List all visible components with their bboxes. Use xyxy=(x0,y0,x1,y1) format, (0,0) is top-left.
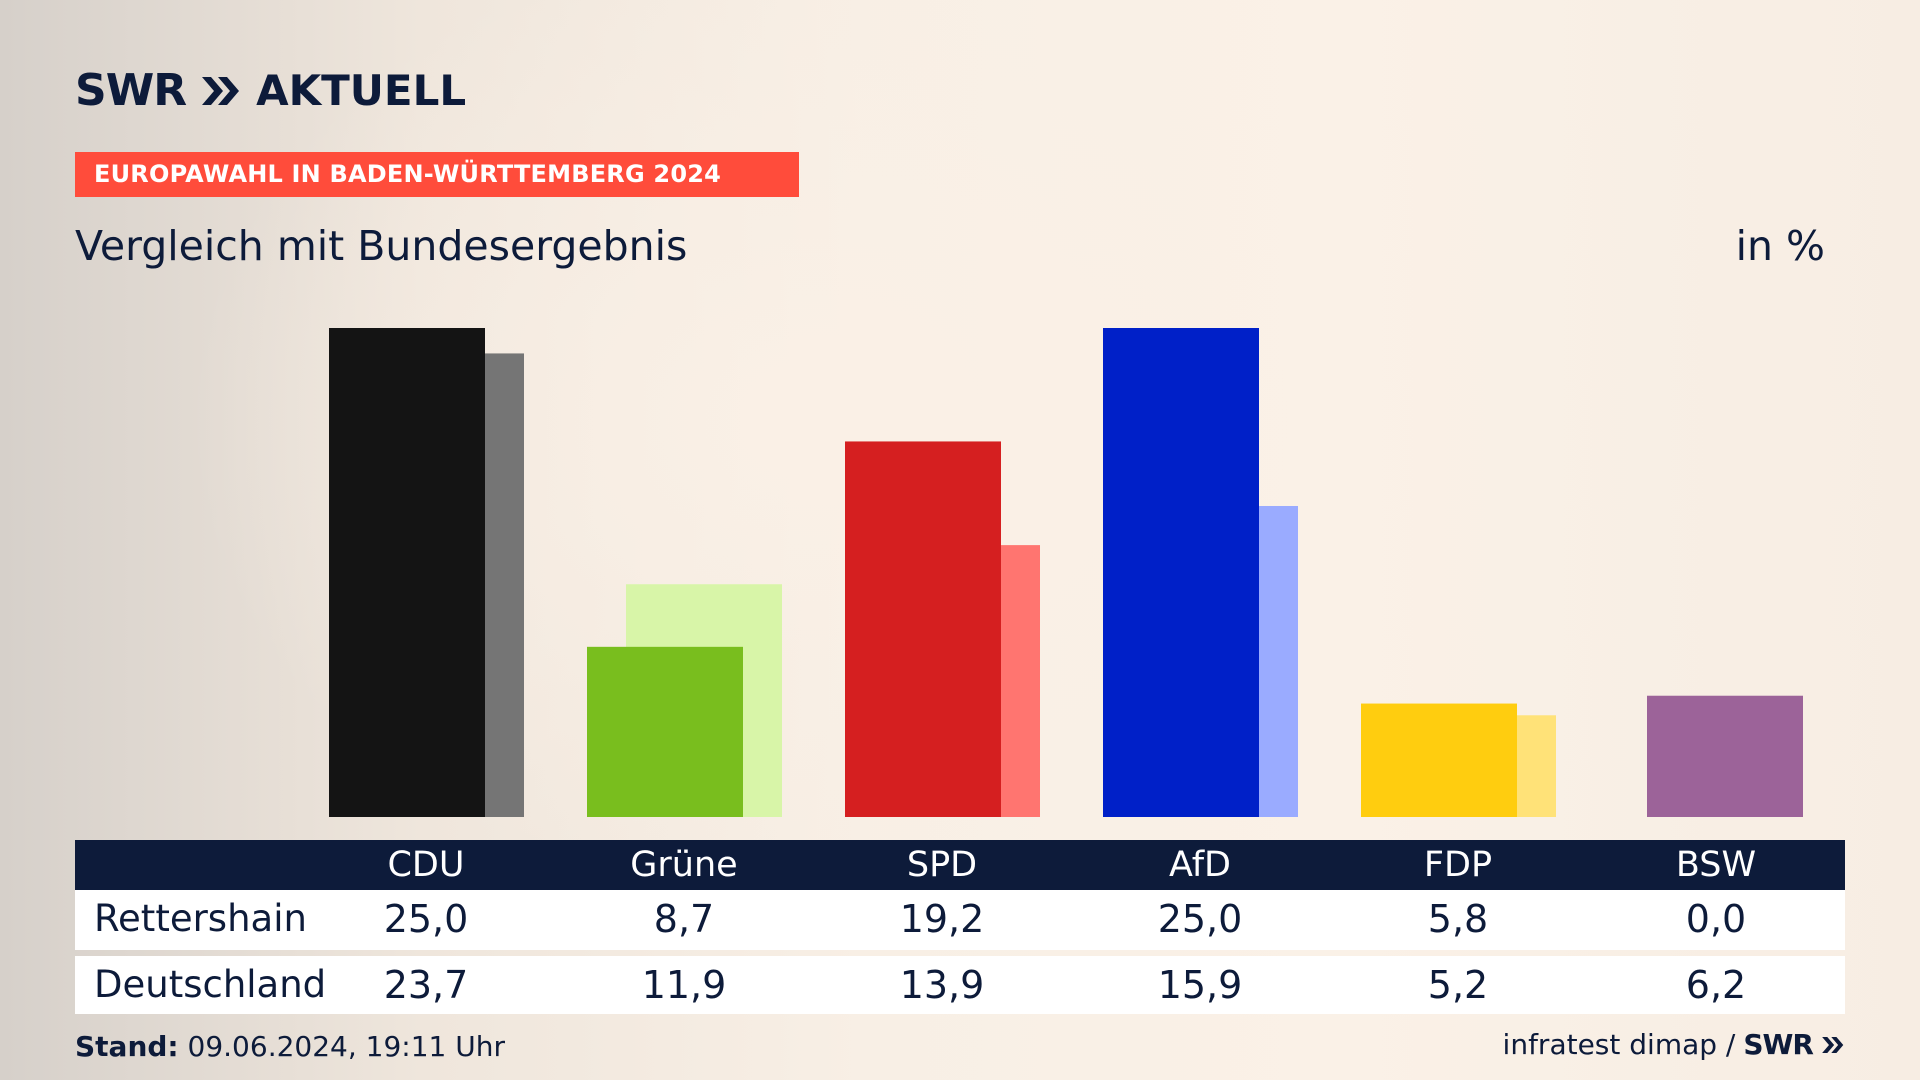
row-label-rettershain: Rettershain xyxy=(94,897,307,940)
timestamp: Stand: 09.06.2024, 19:11 Uhr xyxy=(75,1030,505,1063)
value-cell: 23,7 xyxy=(383,963,469,1007)
logo-swr-text: SWR xyxy=(75,65,187,116)
value-cell: 11,9 xyxy=(641,963,727,1007)
value-cell: 13,9 xyxy=(899,963,985,1007)
logo-aktuell-text: AKTUELL xyxy=(256,66,467,115)
header-fdp: FDP xyxy=(1423,845,1493,885)
source-text: infratest dimap / xyxy=(1502,1028,1736,1061)
value-cell: 19,2 xyxy=(899,897,985,941)
swr-aktuell-logo: SWR AKTUELL xyxy=(75,68,466,114)
value-cell: 25,0 xyxy=(383,897,469,941)
value-cell: 5,8 xyxy=(1427,897,1489,941)
source-credit: infratest dimap / SWR xyxy=(1503,1028,1845,1061)
bar-rettershain-afd xyxy=(1103,328,1259,817)
bar-rettershain-grne xyxy=(587,646,743,817)
value-cell: 5,2 xyxy=(1427,963,1489,1007)
value-cell: 6,2 xyxy=(1685,963,1747,1007)
value-cell: 25,0 xyxy=(1157,897,1243,941)
bar-chart xyxy=(329,328,1803,817)
bar-rettershain-cdu xyxy=(329,328,485,817)
table-row: Rettershain 25,0 8,7 19,2 25,0 5,8 0,0 xyxy=(75,890,1845,950)
header-afd: AfD xyxy=(1169,845,1231,885)
results-table: CDU Grüne SPD AfD FDP BSW Rettershain 25… xyxy=(75,840,1845,1014)
chart-subtitle: Vergleich mit Bundesergebnis xyxy=(75,222,688,270)
table-header: CDU Grüne SPD AfD FDP BSW xyxy=(75,840,1845,890)
unit-label: in % xyxy=(1735,222,1825,270)
row-label-deutschland: Deutschland xyxy=(94,963,327,1006)
value-cell: 8,7 xyxy=(653,897,715,941)
stand-label: Stand: xyxy=(75,1030,179,1063)
value-cell: 0,0 xyxy=(1685,897,1747,941)
bar-rettershain-spd xyxy=(845,441,1001,817)
header-cdu: CDU xyxy=(387,845,465,885)
bar-deutschland-bsw xyxy=(1647,695,1803,817)
election-banner: EUROPAWAHL IN BADEN-WÜRTTEMBERG 2024 xyxy=(75,152,799,197)
header-gruene: Grüne xyxy=(630,845,738,885)
table-row: Deutschland 23,7 11,9 13,9 15,9 5,2 6,2 xyxy=(75,956,1845,1014)
bar-rettershain-fdp xyxy=(1361,703,1517,817)
value-cell: 15,9 xyxy=(1157,963,1243,1007)
header-spd: SPD xyxy=(906,845,978,885)
double-chevron-icon xyxy=(1822,1036,1844,1053)
footer-swr-logo: SWR xyxy=(1743,1028,1814,1061)
stand-value: 09.06.2024, 19:11 Uhr xyxy=(187,1030,505,1063)
double-chevron-icon xyxy=(202,77,240,105)
header-bsw: BSW xyxy=(1675,845,1757,885)
